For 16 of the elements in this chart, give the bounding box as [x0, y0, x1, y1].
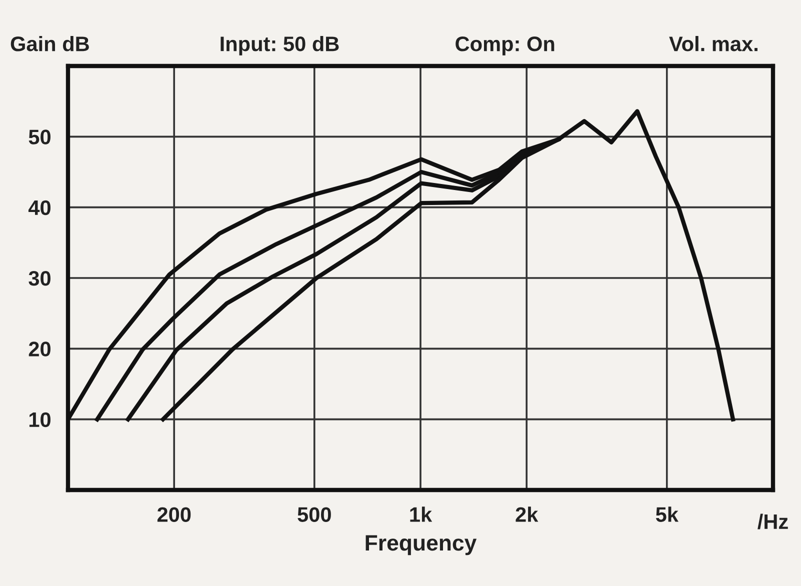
x-axis-title: Frequency — [366, 535, 477, 556]
y-axis-title: Gain dB — [10, 36, 89, 52]
y-tick-label: 50 — [28, 130, 50, 144]
text: /Hz — [758, 514, 788, 530]
y-tick-label: 40 — [28, 200, 50, 216]
x-tick-label: 500 — [298, 507, 331, 522]
text: Comp: On — [456, 36, 554, 56]
y-tick-label: 20 — [28, 342, 50, 356]
text: Vol. max. — [669, 36, 758, 52]
y-tick-label: 10 — [29, 412, 50, 428]
y-tick-label: 30 — [28, 271, 50, 286]
text: Input: 50 dB — [220, 36, 339, 56]
x-tick-label: 1k — [410, 506, 432, 522]
x-tick-label: 5k — [656, 506, 678, 522]
x-tick-label: 2k — [516, 506, 538, 522]
x-tick-label: 200 — [157, 507, 191, 522]
